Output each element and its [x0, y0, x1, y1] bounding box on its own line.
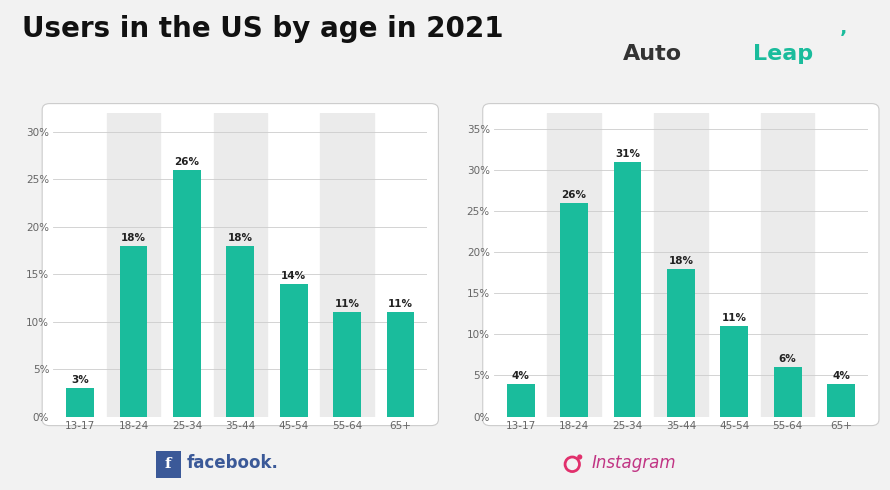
Bar: [613, 162, 642, 416]
Bar: [547, 113, 601, 416]
Bar: [506, 384, 535, 416]
Text: 18%: 18%: [668, 256, 693, 266]
Bar: [320, 113, 374, 416]
Text: 14%: 14%: [281, 271, 306, 281]
Bar: [827, 384, 855, 416]
Text: 11%: 11%: [722, 313, 747, 323]
Text: ’: ’: [840, 28, 847, 48]
Text: 11%: 11%: [335, 299, 360, 309]
Text: 31%: 31%: [615, 149, 640, 159]
Bar: [386, 312, 415, 416]
Bar: [226, 245, 255, 416]
Text: 4%: 4%: [512, 371, 530, 381]
Bar: [173, 170, 201, 416]
Text: 26%: 26%: [562, 190, 587, 200]
Text: Auto: Auto: [623, 44, 682, 64]
Text: f: f: [165, 457, 172, 471]
Circle shape: [578, 455, 582, 459]
Text: 18%: 18%: [228, 233, 253, 243]
Text: 11%: 11%: [388, 299, 413, 309]
Bar: [761, 113, 814, 416]
Text: Instagram: Instagram: [592, 454, 676, 472]
Bar: [560, 203, 588, 416]
Bar: [773, 367, 802, 416]
Text: Leap: Leap: [753, 44, 813, 64]
Bar: [654, 113, 708, 416]
Bar: [214, 113, 267, 416]
Bar: [107, 113, 160, 416]
Text: 26%: 26%: [174, 157, 199, 167]
Text: 18%: 18%: [121, 233, 146, 243]
Text: Users in the US by age in 2021: Users in the US by age in 2021: [22, 15, 504, 43]
FancyBboxPatch shape: [482, 103, 879, 426]
Bar: [119, 245, 148, 416]
FancyBboxPatch shape: [42, 103, 439, 426]
Text: 3%: 3%: [71, 375, 89, 385]
Bar: [66, 388, 94, 416]
Text: 6%: 6%: [779, 354, 797, 365]
Text: facebook.: facebook.: [187, 454, 279, 472]
Bar: [720, 326, 748, 416]
Bar: [279, 284, 308, 416]
Bar: [667, 269, 695, 416]
Bar: [333, 312, 361, 416]
Text: 4%: 4%: [832, 371, 850, 381]
